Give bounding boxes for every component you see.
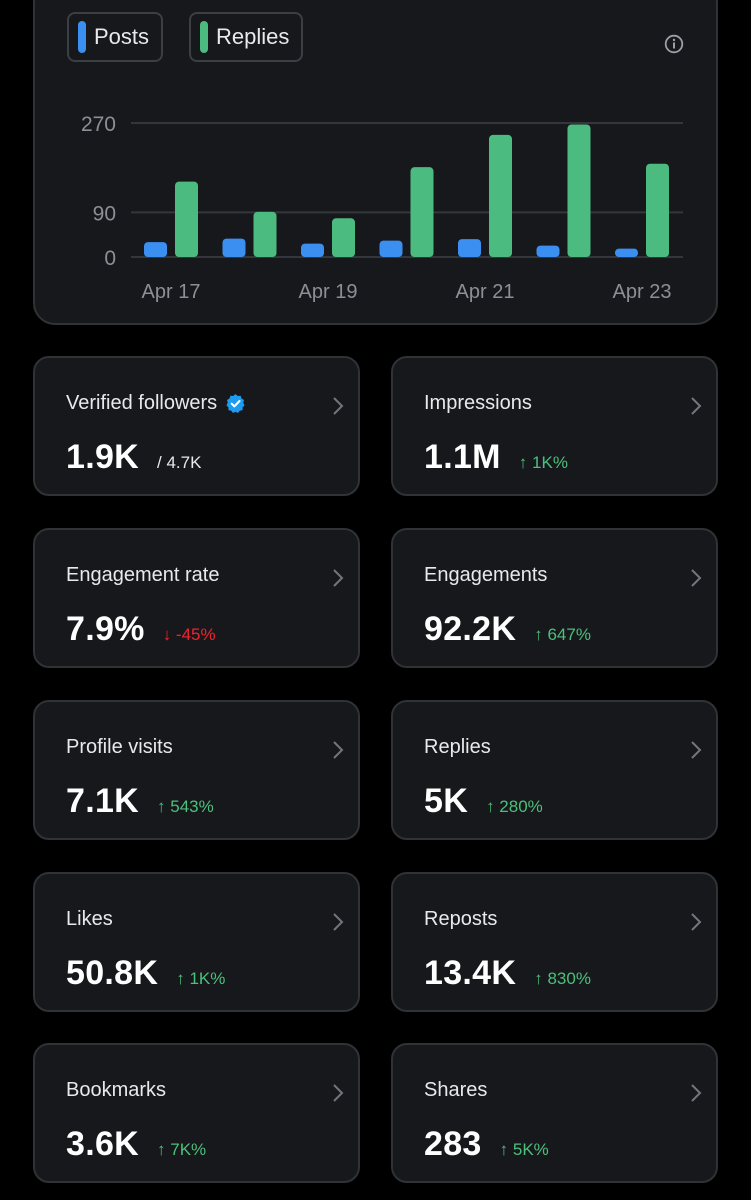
card-trend: ↑ 7K%	[157, 1140, 207, 1159]
chevron-right-icon	[691, 397, 702, 415]
card-value-row: 1.9K / 4.7K	[66, 438, 201, 477]
card-value: 13.4K	[424, 954, 517, 992]
card-value-row: 13.4K ↑ 830%	[424, 954, 591, 993]
card-value: 92.2K	[424, 610, 517, 648]
card-value-row: 7.1K ↑ 543%	[66, 782, 214, 821]
card-engagement-rate[interactable]: Engagement rate 7.9% ↓ -45%	[33, 528, 360, 668]
bar-replies	[489, 134, 512, 257]
card-label: Reposts	[424, 908, 498, 930]
legend-posts-toggle[interactable]: Posts	[67, 12, 164, 62]
legend-posts-label: Posts	[94, 24, 150, 49]
bar-replies	[175, 181, 198, 257]
card-verified-followers[interactable]: Verified followers 1.9K / 4.7K	[33, 356, 360, 496]
activity-chart-panel: Posts Replies 0 90 270 Apr 17 Apr 19 Apr 21 Ap…	[33, 0, 718, 325]
card-trend: ↑ 830%	[534, 969, 591, 988]
chevron-right-icon	[691, 741, 702, 759]
card-value-row: 1.1M ↑ 1K%	[424, 438, 568, 477]
card-bookmarks[interactable]: Bookmarks 3.6K ↑ 7K%	[33, 1043, 360, 1183]
card-value: 5K	[424, 782, 469, 820]
chevron-right-icon	[691, 913, 702, 931]
bar-posts	[536, 245, 560, 257]
legend-replies-label: Replies	[216, 24, 290, 49]
chevron-right-icon	[691, 569, 702, 587]
card-label: Engagements	[424, 564, 548, 586]
bar-posts	[301, 243, 324, 257]
card-label-wrap: Verified followers	[66, 392, 246, 415]
bar-posts	[458, 239, 481, 257]
chevron-right-icon	[333, 741, 344, 759]
card-trend: ↑ 543%	[157, 797, 214, 816]
x-tick-label: Apr 19	[299, 281, 358, 303]
card-value: 283	[424, 1125, 482, 1163]
y-tick-label: 0	[104, 247, 116, 270]
card-value: 7.1K	[66, 782, 140, 820]
card-value-row: 92.2K ↑ 647%	[424, 610, 591, 649]
card-value: 3.6K	[66, 1125, 140, 1163]
chevron-right-icon	[691, 1084, 702, 1102]
card-value: 50.8K	[66, 954, 159, 992]
card-label: Verified followers	[66, 392, 218, 414]
card-profile-visits[interactable]: Profile visits 7.1K ↑ 543%	[33, 700, 360, 840]
posts-swatch	[78, 21, 86, 53]
y-tick-label: 90	[93, 202, 116, 225]
card-value-row: 7.9% ↓ -45%	[66, 610, 216, 649]
card-shares[interactable]: Shares 283 ↑ 5K%	[391, 1043, 718, 1183]
x-tick-label: Apr 21	[456, 281, 515, 303]
card-trend: ↑ 1K%	[518, 453, 568, 472]
chevron-right-icon	[333, 569, 344, 587]
card-likes[interactable]: Likes 50.8K ↑ 1K%	[33, 872, 360, 1012]
card-label: Likes	[66, 908, 113, 930]
card-label: Shares	[424, 1079, 488, 1101]
card-subvalue: / 4.7K	[157, 453, 202, 472]
bar-chart: 0 90 270 Apr 17 Apr 19 Apr 21 Apr 23	[81, 113, 683, 303]
y-tick-label: 270	[81, 113, 116, 136]
x-tick-label: Apr 17	[142, 281, 201, 303]
card-trend: ↑ 5K%	[499, 1140, 549, 1159]
bar-replies	[332, 218, 355, 257]
card-trend: ↑ 280%	[486, 797, 543, 816]
verified-badge-icon	[226, 394, 245, 414]
card-trend: ↑ 1K%	[176, 969, 226, 988]
card-engagements[interactable]: Engagements 92.2K ↑ 647%	[391, 528, 718, 668]
card-value-row: 5K ↑ 280%	[424, 782, 543, 821]
card-trend: ↑ 647%	[534, 625, 591, 644]
card-label: Bookmarks	[66, 1079, 167, 1101]
card-label: Profile visits	[66, 736, 173, 758]
card-value-row: 3.6K ↑ 7K%	[66, 1125, 206, 1164]
bar-replies	[646, 163, 669, 257]
card-label: Engagement rate	[66, 564, 220, 586]
chevron-right-icon	[333, 913, 344, 931]
info-icon[interactable]	[664, 34, 684, 54]
card-label: Replies	[424, 736, 491, 758]
card-reposts[interactable]: Reposts 13.4K ↑ 830%	[391, 872, 718, 1012]
bar-posts	[379, 240, 403, 257]
legend-replies-toggle[interactable]: Replies	[189, 12, 304, 62]
card-trend: ↓ -45%	[162, 625, 216, 644]
x-tick-label: Apr 23	[613, 281, 672, 303]
replies-swatch	[200, 21, 208, 53]
bar-posts	[222, 238, 246, 257]
bar-posts	[144, 242, 167, 257]
card-replies[interactable]: Replies 5K ↑ 280%	[391, 700, 718, 840]
card-value: 1.1M	[424, 438, 501, 476]
card-value: 1.9K	[66, 438, 140, 476]
card-value-row: 283 ↑ 5K%	[424, 1125, 549, 1164]
bar-replies	[253, 211, 277, 257]
card-value: 7.9%	[66, 610, 145, 648]
bar-replies	[567, 124, 591, 257]
card-label: Impressions	[424, 392, 532, 414]
chevron-right-icon	[333, 397, 344, 415]
bar-posts	[615, 248, 638, 257]
card-impressions[interactable]: Impressions 1.1M ↑ 1K%	[391, 356, 718, 496]
bar-replies	[410, 167, 434, 257]
chevron-right-icon	[333, 1084, 344, 1102]
card-value-row: 50.8K ↑ 1K%	[66, 954, 225, 993]
